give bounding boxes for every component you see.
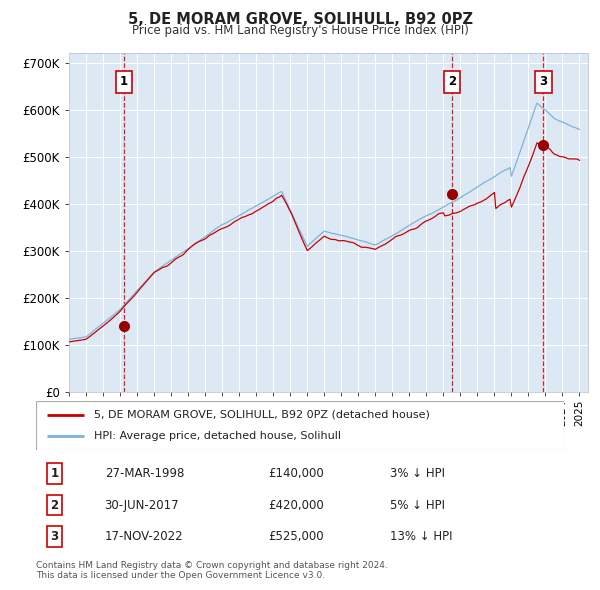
Text: 3% ↓ HPI: 3% ↓ HPI [390, 467, 445, 480]
Text: 17-NOV-2022: 17-NOV-2022 [104, 530, 183, 543]
Text: 5, DE MORAM GROVE, SOLIHULL, B92 0PZ (detached house): 5, DE MORAM GROVE, SOLIHULL, B92 0PZ (de… [94, 409, 430, 419]
Text: 27-MAR-1998: 27-MAR-1998 [104, 467, 184, 480]
Text: Contains HM Land Registry data © Crown copyright and database right 2024.
This d: Contains HM Land Registry data © Crown c… [36, 560, 388, 580]
Text: £525,000: £525,000 [268, 530, 324, 543]
Text: 1: 1 [50, 467, 59, 480]
Text: 2: 2 [50, 499, 59, 512]
Text: HPI: Average price, detached house, Solihull: HPI: Average price, detached house, Soli… [94, 431, 341, 441]
Text: 3: 3 [50, 530, 59, 543]
Text: 5% ↓ HPI: 5% ↓ HPI [390, 499, 445, 512]
Text: 1: 1 [120, 76, 128, 88]
Text: £420,000: £420,000 [268, 499, 324, 512]
Text: 2: 2 [448, 76, 456, 88]
Text: 3: 3 [539, 76, 547, 88]
Text: 5, DE MORAM GROVE, SOLIHULL, B92 0PZ: 5, DE MORAM GROVE, SOLIHULL, B92 0PZ [128, 12, 473, 27]
Text: Price paid vs. HM Land Registry's House Price Index (HPI): Price paid vs. HM Land Registry's House … [131, 24, 469, 37]
FancyBboxPatch shape [36, 401, 564, 450]
Text: 13% ↓ HPI: 13% ↓ HPI [390, 530, 452, 543]
Text: £140,000: £140,000 [268, 467, 324, 480]
Text: 30-JUN-2017: 30-JUN-2017 [104, 499, 179, 512]
